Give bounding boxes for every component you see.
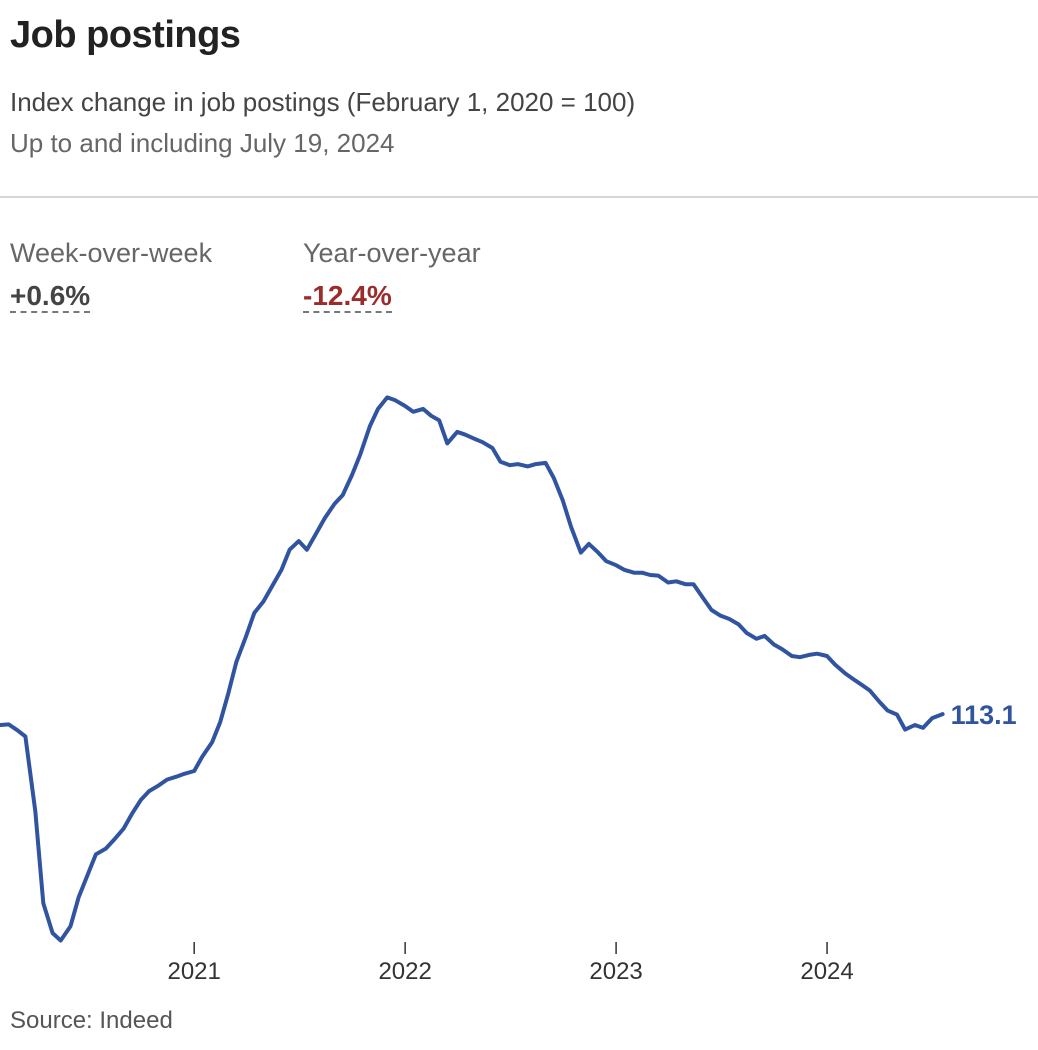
year-over-year-stat: Year-over-year -12.4% (303, 238, 481, 314)
plot-area (0, 395, 945, 943)
week-over-week-stat: Week-over-week +0.6% (10, 238, 213, 314)
date-range-note: Up to and including July 19, 2024 (10, 128, 395, 158)
chart-title: Job postings (10, 14, 241, 56)
x-tick-label: 2022 (378, 958, 431, 985)
x-tick-label: 2023 (589, 958, 642, 985)
series-line[interactable] (0, 395, 945, 943)
week-over-week-value[interactable]: +0.6% (10, 281, 91, 314)
end-value-label: 113.1 (951, 700, 1017, 730)
x-tick-label: 2021 (167, 958, 220, 985)
source-note: Source: Indeed (10, 1007, 173, 1034)
year-over-year-value[interactable]: -12.4% (303, 281, 392, 314)
x-axis: 2021 2022 2023 2024 (167, 942, 854, 985)
header-divider (0, 196, 1038, 198)
x-tick-label: 2024 (800, 958, 853, 985)
chart-subtitle: Index change in job postings (February 1… (10, 87, 636, 117)
week-over-week-label: Week-over-week (10, 238, 213, 268)
year-over-year-label: Year-over-year (303, 238, 481, 268)
